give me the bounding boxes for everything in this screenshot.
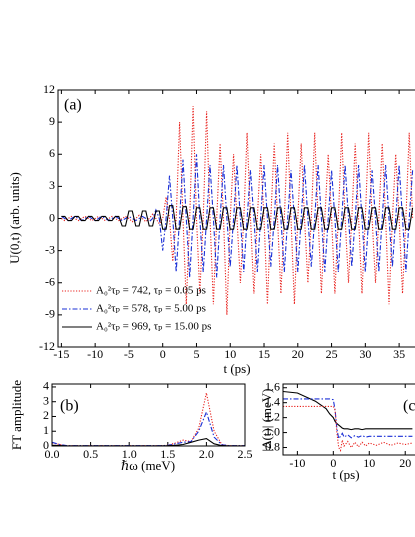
series-line [52, 410, 245, 446]
y-tick-label: 6 [49, 146, 55, 160]
x-tick-label: 10 [363, 456, 375, 470]
x-axis-label: t (ps) [223, 361, 250, 376]
y-tick-label: 0 [49, 210, 55, 224]
series-line [283, 398, 413, 440]
x-tick-label: 15 [258, 347, 270, 361]
y-tick-label: 4 [43, 379, 49, 393]
y-tick-label: 1.6 [265, 379, 280, 393]
x-tick-label: 2.5 [238, 447, 253, 461]
x-axis-label: t (ps) [332, 467, 359, 482]
x-tick-label: 35 [393, 347, 405, 361]
x-tick-label: 0.0 [45, 447, 60, 461]
plot-frame [282, 383, 415, 456]
x-tick-label: 0 [160, 347, 166, 361]
x-tick-label: 30 [359, 347, 371, 361]
y-axis-label: FT amplitude [9, 380, 24, 450]
panel-label: (b) [60, 398, 79, 415]
x-tick-label: 0.5 [83, 447, 98, 461]
y-tick-label: 3 [49, 178, 55, 192]
series-line [52, 392, 245, 446]
x-tick-label: 20 [292, 347, 304, 361]
y-tick-label: -9 [45, 307, 55, 321]
x-tick-label: 0 [330, 456, 336, 470]
y-tick-label: 3 [43, 393, 49, 407]
series-line [61, 106, 414, 315]
y-axis-label: |Δ(t)| (meV) [259, 388, 274, 451]
y-tick-label: 1.2 [265, 409, 280, 423]
y-tick-label: 0.8 [265, 439, 280, 453]
panel-label: (c) [403, 398, 415, 415]
y-tick-label: -12 [39, 339, 55, 353]
y-tick-label: 1.4 [265, 394, 280, 408]
y-tick-label: 0 [43, 438, 49, 452]
plot-frame [57, 89, 415, 348]
y-tick-label: 2 [43, 408, 49, 422]
series-line [283, 405, 413, 453]
x-tick-label: -5 [124, 347, 134, 361]
y-tick-label: 1 [43, 423, 49, 437]
plot-frame [51, 383, 246, 447]
y-tick-label: -6 [45, 275, 55, 289]
x-tick-label: 5 [193, 347, 199, 361]
series-line [61, 205, 414, 230]
x-tick-label: 20 [399, 456, 411, 470]
x-tick-label: 2.0 [199, 447, 214, 461]
x-tick-label: 10 [224, 347, 236, 361]
x-tick-label: 1.5 [160, 447, 175, 461]
legend-label: A₀²τₚ = 969, τₚ = 15.00 ps [96, 321, 211, 333]
legend-label: A₀²τₚ = 742, τₚ = 0.05 ps [96, 285, 206, 297]
x-axis-label: ℏω (meV) [121, 458, 175, 473]
panel-label: (a) [64, 97, 82, 114]
x-tick-label: 1.0 [122, 447, 137, 461]
x-tick-label: -15 [53, 347, 69, 361]
y-tick-label: 12 [43, 82, 55, 96]
legend-label: A₀²τₚ = 578, τₚ = 5.00 ps [96, 303, 206, 315]
y-tick-label: 1.0 [265, 424, 280, 438]
y-tick-label: -3 [45, 242, 55, 256]
y-axis-label: U(0,t) (arb. units) [7, 172, 22, 264]
x-tick-label: -10 [289, 456, 305, 470]
series-line [283, 390, 413, 431]
y-tick-label: 9 [49, 114, 55, 128]
x-tick-label: -10 [87, 347, 103, 361]
x-tick-label: 25 [326, 347, 338, 361]
